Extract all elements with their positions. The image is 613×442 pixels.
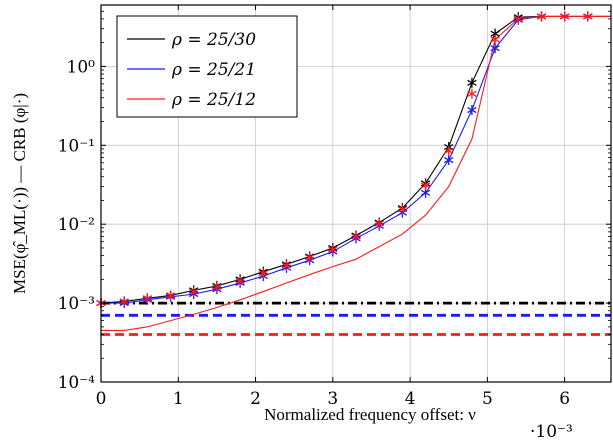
data-point-marker [258,268,268,279]
data-point-marker [142,293,153,304]
mse-markers [96,11,593,309]
data-point-marker [536,11,547,22]
marker-stroke [490,36,500,43]
marker-stroke [397,206,408,213]
marker-stroke [258,270,268,277]
axis-ticks [100,4,611,383]
y-tick-label: 10⁻⁴ [58,373,96,393]
data-point-marker [467,105,477,116]
data-point-marker [351,231,361,242]
marker-stroke [328,246,338,253]
x-tick-label: 2 [250,389,261,409]
data-point-marker [165,290,176,301]
x-tick-label: 3 [327,389,338,409]
marker-stroke [467,106,477,114]
series-line [101,15,611,332]
data-point-marker [212,281,222,292]
marker-stroke [189,288,199,295]
plot-frame [100,4,612,383]
data-point-marker [235,276,245,287]
legend-label-1: ρ = 25/21 [171,60,256,80]
x-tick-labels: 0 1 2 3 4 5 6 [96,389,570,409]
marker-stroke [142,295,153,302]
y-tick-label: 10⁻¹ [58,136,95,156]
marker-stroke [536,13,547,20]
data-point-marker [304,252,315,263]
x-tick-label: 0 [96,389,107,409]
data-point-marker [490,34,500,45]
y-tick-labels: 10⁻⁴ 10⁻³ 10⁻² 10⁻¹ 10⁰ [58,57,96,393]
marker-stroke [444,156,454,164]
marker-stroke [444,147,454,154]
y-tick-label: 10⁰ [67,57,96,77]
marker-stroke [559,13,570,20]
y-axis-label: MSE(φ̂_ML(·)) — CRB (φ|·) [10,93,29,294]
data-point-marker [444,155,454,166]
data-point-marker [420,180,431,191]
data-point-marker [583,11,593,22]
legend: ρ = 25/30 ρ = 25/21 ρ = 25/12 [116,15,298,118]
crb-lines [101,301,611,336]
marker-stroke [304,254,315,261]
marker-stroke [374,220,384,227]
marker-stroke [490,45,500,52]
x-tick-label: 4 [405,389,416,409]
data-point-marker [328,244,338,255]
marker-stroke [212,283,222,291]
data-point-marker [119,296,129,307]
x-axis-label: Normalized frequency offset: ν [264,405,476,424]
marker-stroke [420,182,431,189]
data-point-marker [189,286,199,297]
x-axis-multiplier: ·10⁻³ [530,422,573,442]
x-tick-label: 1 [173,389,184,409]
data-point-marker [281,260,292,271]
data-point-marker [444,145,454,156]
y-tick-label: 10⁻³ [58,294,95,314]
x-tick-label: 6 [559,389,570,409]
marker-stroke [490,30,500,37]
data-point-marker [467,88,477,99]
legend-label-2: ρ = 25/12 [171,90,256,110]
data-point-marker [374,218,384,229]
marker-stroke [119,298,129,305]
marker-stroke [420,189,431,196]
x-tick-label: 5 [482,389,493,409]
marker-stroke [281,262,292,269]
marker-stroke [467,90,477,97]
data-point-marker [467,77,477,88]
marker-stroke [165,292,176,299]
y-tick-label: 10⁻² [58,215,95,235]
legend-label-0: ρ = 25/30 [171,30,256,50]
data-point-marker [513,13,523,24]
legend-box [116,15,298,118]
data-point-marker [559,11,570,22]
marker-stroke [467,79,477,86]
marker-stroke [583,13,593,20]
marker-stroke [513,15,523,22]
data-point-marker [490,43,500,54]
marker-stroke [351,233,361,240]
marker-stroke [235,278,245,285]
data-point-marker [397,204,408,215]
